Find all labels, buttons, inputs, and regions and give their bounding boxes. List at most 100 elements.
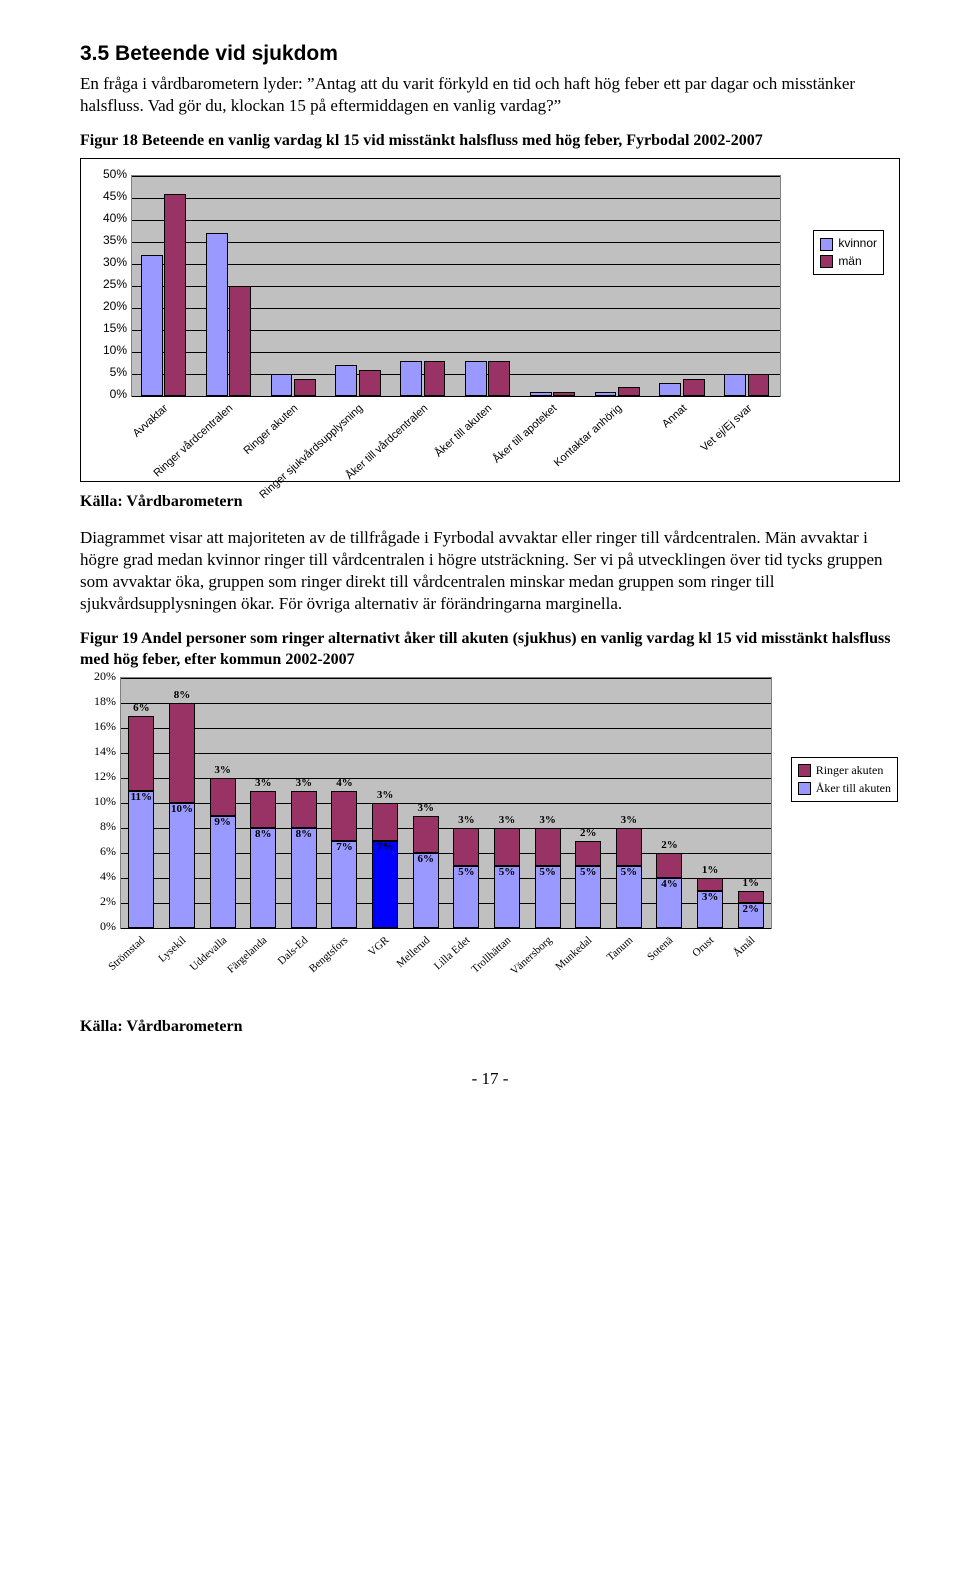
label-ringer: 2% <box>656 840 682 851</box>
fig18-legend: kvinnor män <box>813 230 884 275</box>
intro-paragraph: En fråga i vårdbarometern lyder: ”Antag … <box>80 73 900 117</box>
x-label: Lilla Edet <box>433 935 473 972</box>
bar-ringer <box>616 828 642 866</box>
label-aker: 10% <box>169 804 195 815</box>
y-tick: 0% <box>76 919 116 935</box>
label-ringer: 3% <box>413 803 439 814</box>
label-ringer: 3% <box>616 815 642 826</box>
y-tick: 14% <box>76 744 116 760</box>
x-label: Orust <box>691 935 717 960</box>
bar-aker <box>128 791 154 929</box>
bar-aker <box>291 828 317 928</box>
bar-kvinnor <box>530 392 552 396</box>
bar-ringer <box>656 853 682 878</box>
label-aker: 5% <box>535 867 561 878</box>
bar-kvinnor <box>400 361 422 396</box>
bar-kvinnor <box>659 383 681 396</box>
bar-ringer <box>738 891 764 904</box>
y-tick: 4% <box>76 869 116 885</box>
y-tick: 25% <box>89 277 127 293</box>
x-label: Sotenä <box>646 935 676 963</box>
bar-ringer <box>331 791 357 841</box>
bar-ringer <box>210 778 236 816</box>
label-aker: 5% <box>453 867 479 878</box>
bar-aker <box>250 828 276 928</box>
bar-kvinnor <box>141 255 163 396</box>
label-ringer: 2% <box>575 828 601 839</box>
x-label: Munkedal <box>554 935 595 973</box>
label-ringer: 1% <box>697 865 723 876</box>
label-ringer: 8% <box>169 690 195 701</box>
y-tick: 2% <box>76 894 116 910</box>
bar-kvinnor <box>271 374 293 396</box>
bar-kvinnor <box>465 361 487 396</box>
fig18-caption: Figur 18 Beteende en vanlig vardag kl 15… <box>80 131 900 152</box>
bar-man <box>359 370 381 396</box>
bar-man <box>618 387 640 396</box>
x-label: Ringer akuten <box>242 403 300 457</box>
label-ringer: 3% <box>210 765 236 776</box>
y-tick: 12% <box>76 769 116 785</box>
y-tick: 15% <box>89 321 127 337</box>
label-ringer: 4% <box>331 778 357 789</box>
label-ringer: 3% <box>372 790 398 801</box>
bar-man <box>229 286 251 396</box>
label-aker: 5% <box>616 867 642 878</box>
y-tick: 30% <box>89 255 127 271</box>
fig19-legend: Ringer akuten Åker till akuten <box>791 757 898 802</box>
bar-kvinnor <box>206 233 228 396</box>
label-ringer: 1% <box>738 878 764 889</box>
x-label: VGR <box>367 935 392 959</box>
fig19-caption: Figur 19 Andel personer som ringer alter… <box>80 629 900 671</box>
x-label: Bengtsfors <box>308 935 351 975</box>
label-aker: 4% <box>656 879 682 890</box>
label-ringer: 3% <box>453 815 479 826</box>
label-ringer: 3% <box>535 815 561 826</box>
bar-ringer <box>169 703 195 803</box>
y-tick: 10% <box>89 343 127 359</box>
bar-ringer <box>250 791 276 829</box>
label-aker: 11% <box>128 792 154 803</box>
label-aker: 7% <box>331 842 357 853</box>
bar-ringer <box>697 878 723 891</box>
label-aker: 7% <box>372 842 398 853</box>
x-label: Kontaktar anhörig <box>552 403 624 469</box>
x-label: Åker till akuten <box>434 403 495 459</box>
bar-kvinnor <box>724 374 746 396</box>
bar-ringer <box>372 803 398 841</box>
y-tick: 20% <box>89 299 127 315</box>
y-tick: 45% <box>89 189 127 205</box>
label-aker: 3% <box>697 892 723 903</box>
page-number: - 17 - <box>80 1068 900 1090</box>
bar-aker <box>372 841 398 929</box>
bar-ringer <box>291 791 317 829</box>
x-label: Vänersborg <box>509 935 554 977</box>
label-aker: 9% <box>210 817 236 828</box>
bar-kvinnor <box>335 365 357 396</box>
x-label: Tanum <box>605 935 635 964</box>
analysis-paragraph: Diagrammet visar att majoriteten av de t… <box>80 527 900 615</box>
bar-man <box>553 392 575 396</box>
bar-ringer <box>494 828 520 866</box>
legend-kvinnor: kvinnor <box>838 236 877 252</box>
bar-ringer <box>535 828 561 866</box>
y-tick: 18% <box>76 694 116 710</box>
bar-aker <box>169 803 195 928</box>
bar-ringer <box>413 816 439 854</box>
y-tick: 5% <box>89 365 127 381</box>
legend-ringer: Ringer akuten <box>816 763 884 779</box>
y-tick: 20% <box>76 669 116 685</box>
label-ringer: 6% <box>128 703 154 714</box>
x-label: Färgelanda <box>226 935 270 976</box>
bar-aker <box>210 816 236 929</box>
x-label: Vet ej/Ej svar <box>699 403 754 454</box>
bar-kvinnor <box>595 392 617 396</box>
bar-man <box>748 374 770 396</box>
x-label: Trollhättan <box>470 935 513 976</box>
legend-aker: Åker till akuten <box>816 781 891 797</box>
label-aker: 5% <box>494 867 520 878</box>
y-tick: 16% <box>76 719 116 735</box>
legend-man: män <box>838 254 861 270</box>
y-tick: 10% <box>76 794 116 810</box>
x-label: Åmål <box>732 935 758 960</box>
